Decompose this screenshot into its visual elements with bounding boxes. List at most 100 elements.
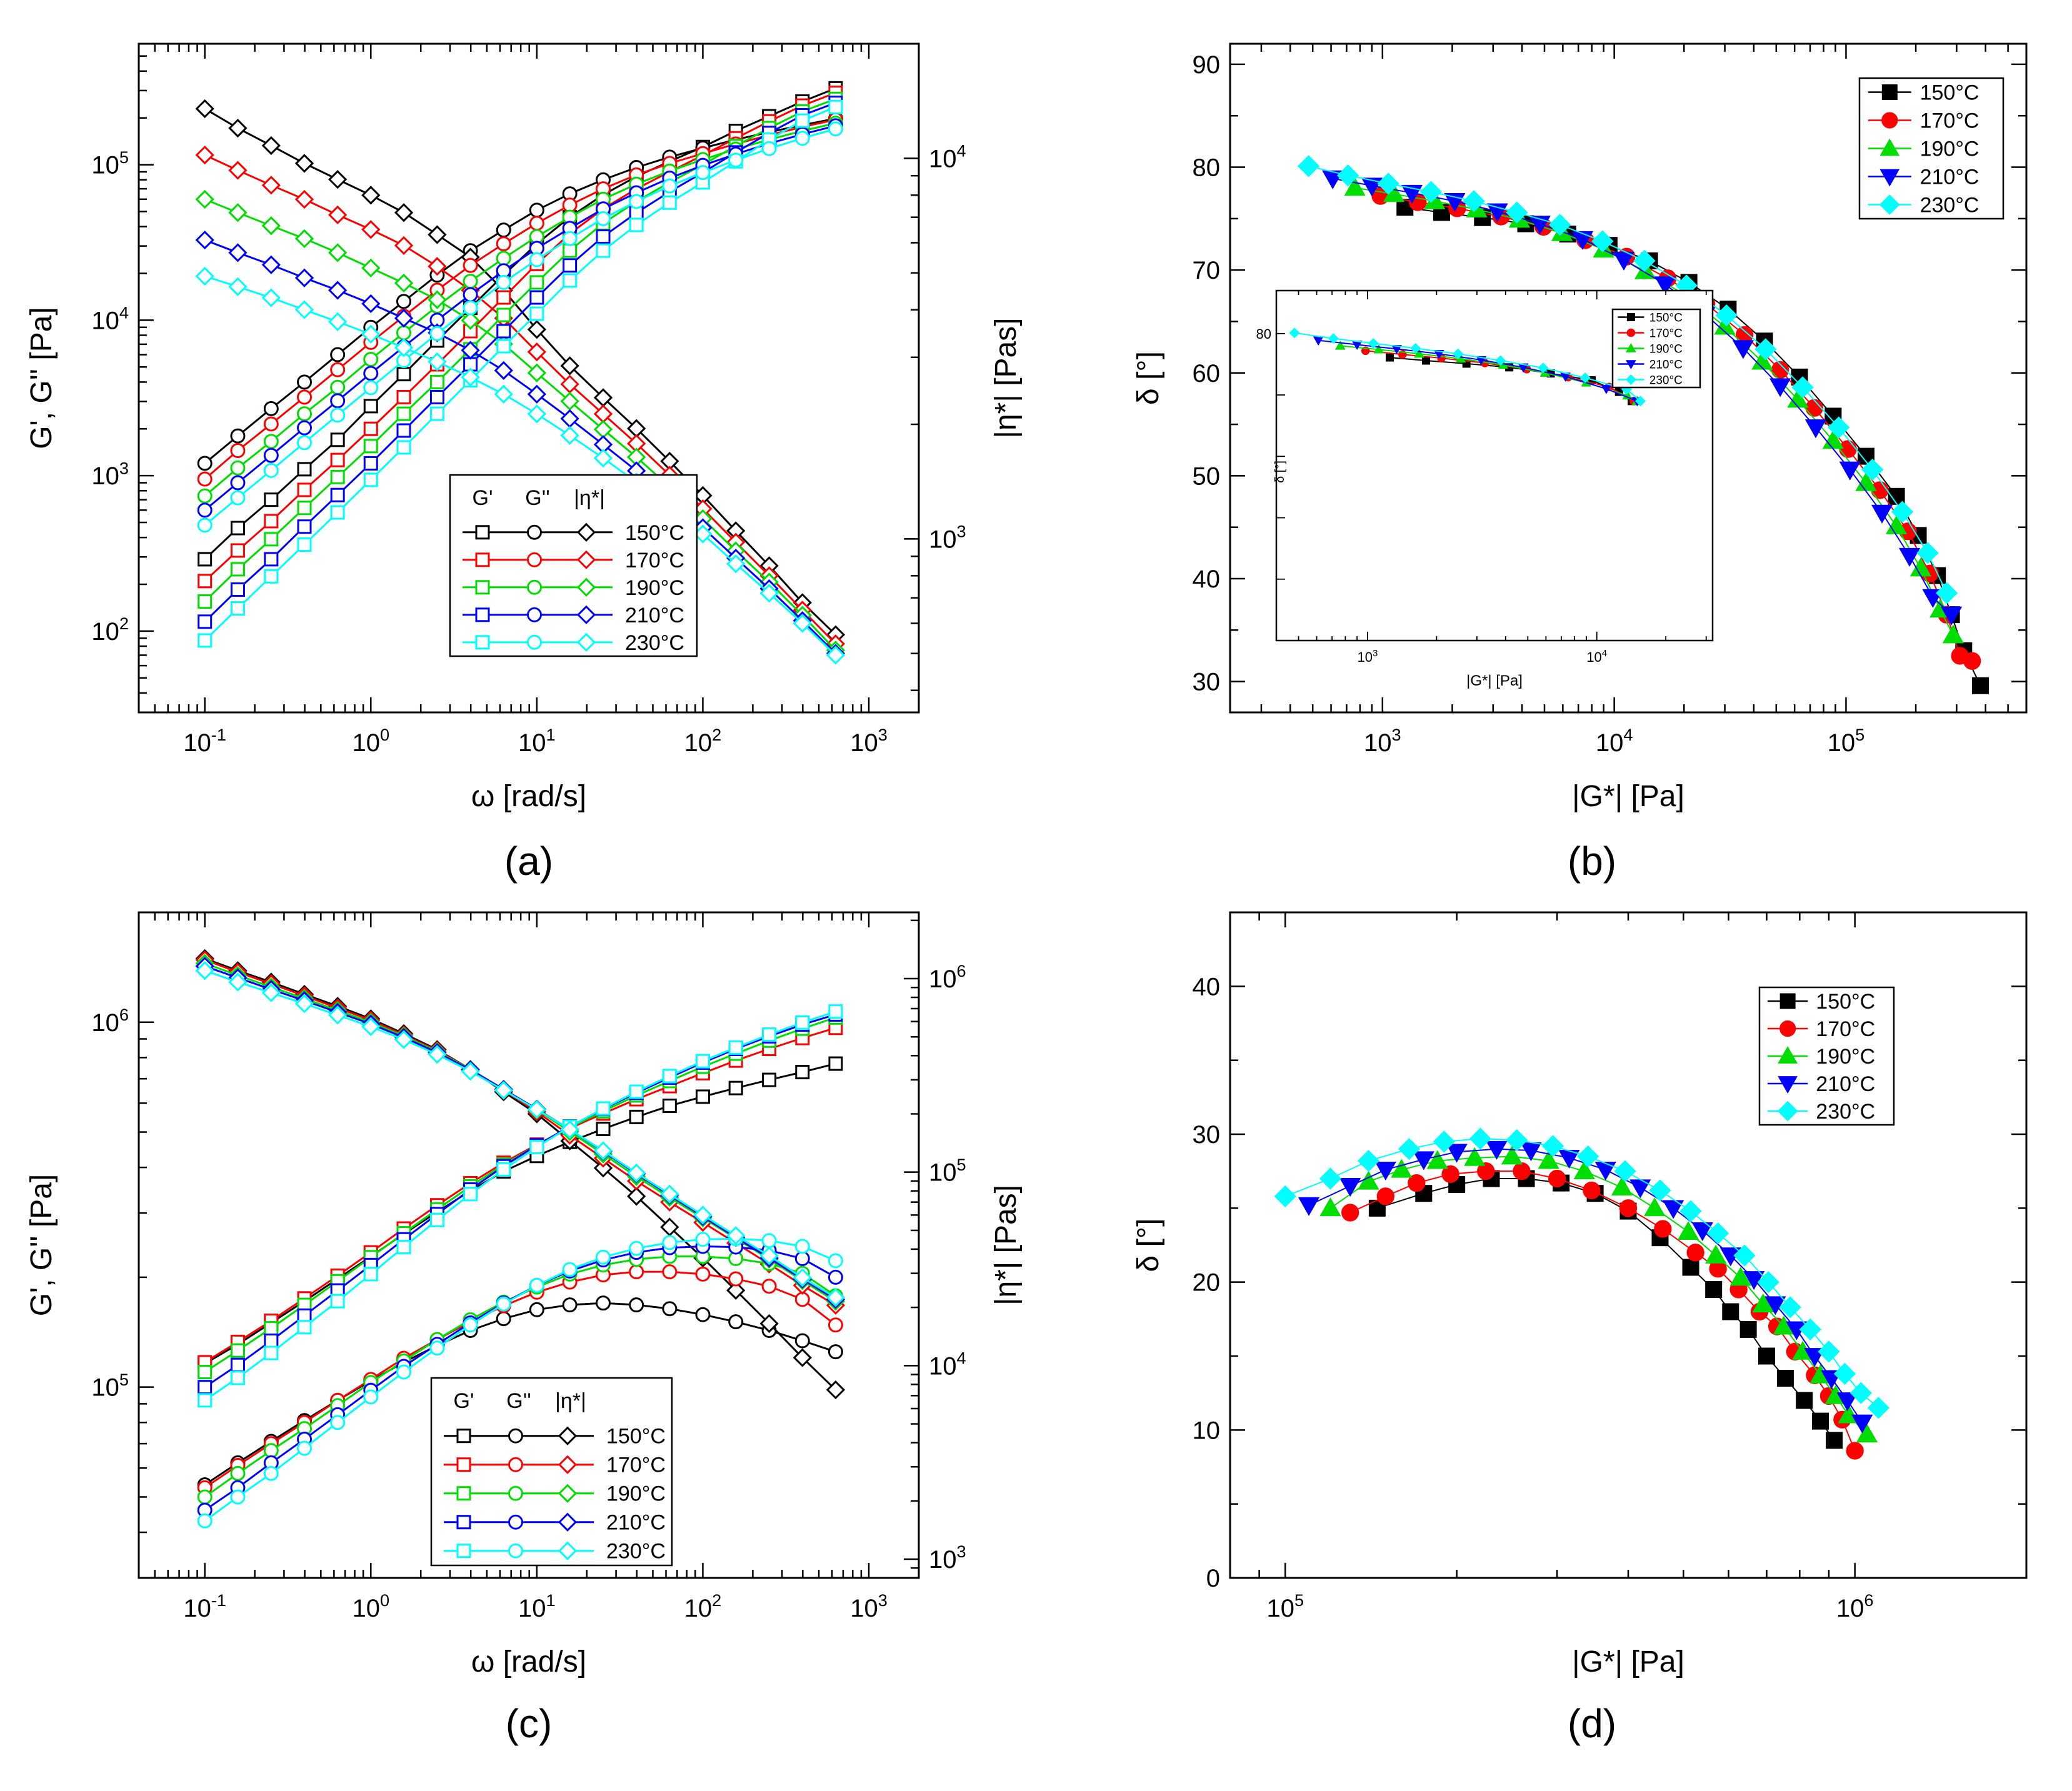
- gp-point: [297, 519, 312, 534]
- x-tick-label: 102: [684, 725, 722, 757]
- gpp-point: [562, 231, 578, 246]
- data-point: [1963, 652, 1981, 670]
- y-tick-label: 30: [1193, 669, 1221, 696]
- legend-marker: [1879, 194, 1900, 215]
- eta-point: [228, 161, 248, 180]
- inset-x-tick-label: 104: [1586, 648, 1607, 665]
- eta-point: [726, 1280, 746, 1300]
- data-point: [1663, 1200, 1684, 1219]
- data-point: [1867, 1397, 1889, 1419]
- gpp-point: [330, 407, 346, 423]
- gpp-point: [596, 1249, 611, 1265]
- legend-marker: [527, 552, 542, 567]
- inset-data-point: [1518, 363, 1529, 373]
- gpp-point: [496, 251, 511, 266]
- x-tick-label: 104: [1596, 725, 1633, 757]
- gp-point: [396, 423, 411, 438]
- eta-point: [394, 203, 414, 222]
- data-point: [1614, 1160, 1636, 1182]
- legend-label: 230°C: [1649, 374, 1683, 387]
- data-point: [1691, 1222, 1713, 1242]
- gpp-point: [629, 1264, 644, 1280]
- gpp-point: [695, 1266, 711, 1282]
- inset-data-point: [1410, 342, 1421, 354]
- eta-point: [527, 1100, 546, 1119]
- data-point: [1839, 461, 1861, 481]
- gpp-point: [396, 1364, 412, 1380]
- y-tick-label: 10: [1193, 1417, 1221, 1444]
- gp-point: [695, 1054, 710, 1069]
- y2-tick-label: 103: [929, 522, 966, 554]
- data-point: [1732, 340, 1754, 359]
- y-axis-label: δ [°]: [1132, 351, 1165, 405]
- legend-marker: [558, 1455, 578, 1474]
- gp-point: [198, 1365, 213, 1380]
- legend-label: 230°C: [606, 1540, 666, 1564]
- eta-point: [660, 1184, 679, 1204]
- y2-tick-label-base: 10: [929, 1159, 957, 1187]
- gpp-point: [794, 131, 810, 146]
- gp-point: [762, 1072, 777, 1087]
- legend-marker: [1626, 328, 1636, 337]
- data-point: [1426, 1150, 1448, 1169]
- eta-point: [793, 1268, 812, 1287]
- y-tick-label: 80: [1193, 154, 1221, 182]
- eta-point: [195, 961, 214, 980]
- x-tick-label-base: 10: [352, 729, 380, 757]
- y-tick-label: 102: [91, 614, 129, 646]
- inset-data-point: [1334, 340, 1346, 350]
- inset-data-point: [1289, 327, 1300, 339]
- gp-point: [230, 1370, 245, 1385]
- eta-point: [228, 972, 248, 992]
- data-point: [1558, 1150, 1580, 1169]
- eta-point: [826, 1380, 846, 1400]
- legend-label: 230°C: [625, 631, 684, 655]
- legend-marker: [576, 550, 596, 569]
- inset-data-point: [1601, 384, 1612, 394]
- eta-point: [394, 309, 414, 328]
- gp-point: [563, 243, 578, 258]
- legend-header: G': [454, 1389, 474, 1413]
- legend-marker: [576, 605, 596, 624]
- gpp-point: [463, 257, 478, 273]
- y-tick-label-base: 10: [91, 462, 119, 490]
- gpp-point: [396, 325, 412, 341]
- gp-point: [429, 374, 444, 389]
- y-tick-label-exp: 6: [119, 1005, 129, 1024]
- y-tick-label-exp: 5: [119, 147, 129, 167]
- data-point: [1743, 1271, 1765, 1290]
- eta-point: [527, 404, 546, 424]
- data-point: [1799, 1318, 1821, 1341]
- inset-data-point: [1385, 353, 1394, 362]
- y-tick-label: 106: [91, 1005, 129, 1037]
- data-point: [1796, 1392, 1813, 1409]
- gp-point: [396, 1240, 411, 1255]
- gp-point: [563, 258, 578, 273]
- legend: 150°C 170°C 190°C 210°C 230°C: [1858, 77, 2004, 220]
- gp-point: [828, 1056, 843, 1071]
- gp-point: [828, 99, 843, 114]
- gpp-point: [496, 1311, 511, 1327]
- gpp-point: [330, 362, 346, 377]
- gpp-point: [197, 1513, 213, 1529]
- eta-point: [195, 145, 214, 165]
- gp-point: [563, 273, 578, 288]
- eta-point: [361, 294, 381, 314]
- gpp-point: [230, 475, 246, 491]
- legend-header: |η*|: [574, 486, 605, 510]
- legend: 150°C 170°C 190°C 210°C 230°C: [1611, 308, 1701, 389]
- eta-point: [228, 203, 248, 222]
- y-axis-label: G', G'' [Pa]: [25, 307, 58, 449]
- y-tick-label-exp: 4: [119, 303, 129, 322]
- x-tick-label-base: 10: [1836, 1595, 1864, 1622]
- inset-data-point: [1579, 372, 1591, 384]
- inset-x-tick-label-exp: 4: [1602, 648, 1607, 659]
- eta-point: [726, 1226, 746, 1245]
- x-axis-label: |G*| [Pa]: [1572, 1645, 1684, 1679]
- gpp-point: [496, 222, 511, 238]
- y2-tick-label-exp: 4: [957, 1349, 966, 1368]
- eta-point: [428, 290, 447, 309]
